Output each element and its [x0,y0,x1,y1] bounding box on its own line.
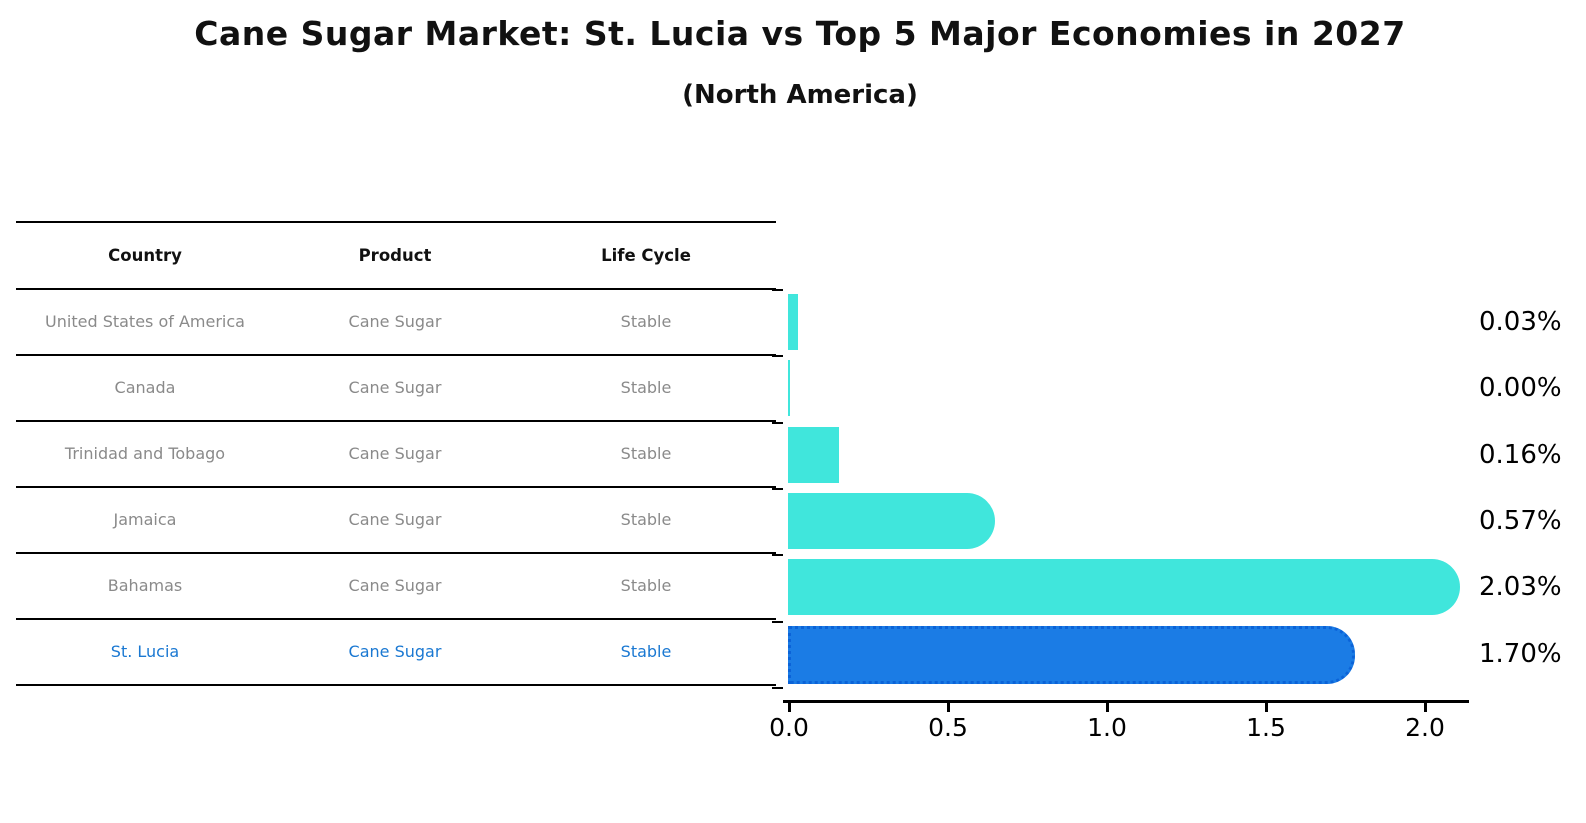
x-axis-tick [1105,703,1109,712]
y-axis-tick [772,421,783,424]
bar-united-states-of-america [788,294,798,350]
x-axis-tick [946,703,950,712]
table-row: Canada Cane Sugar Stable [16,356,776,422]
lifecycle-cell: Stable [620,378,672,397]
lifecycle-cell: Stable [620,312,672,331]
value-label: 0.03% [1479,307,1562,337]
bar-trinidad-and-tobago [788,426,839,483]
value-label: 1.70% [1479,638,1562,669]
y-axis-tick [772,355,783,358]
value-label: 0.00% [1479,373,1562,404]
table-row: Trinidad and Tobago Cane Sugar Stable [16,422,776,488]
chart-title: Cane Sugar Market: St. Lucia vs Top 5 Ma… [194,14,1406,53]
product-cell: Cane Sugar [348,576,442,595]
y-axis-tick [772,487,783,490]
product-cell: Cane Sugar [348,642,442,661]
lifecycle-cell: Stable [620,642,672,661]
country-table: Country Product Life Cycle United States… [16,221,776,686]
column-header-life-cycle: Life Cycle [601,245,691,265]
x-axis-line [783,700,1469,703]
x-axis-tick-label: 1.0 [1087,713,1127,742]
table-row: St. Lucia Cane Sugar Stable [16,620,776,686]
y-axis-tick [772,620,783,623]
x-axis-tick-label: 1.5 [1246,713,1286,742]
lifecycle-cell: Stable [620,576,672,595]
x-axis-tick [787,703,791,712]
y-axis-tick [772,686,783,689]
x-axis-tick-label: 0.0 [769,713,809,742]
chart-subtitle: (North America) [682,80,918,110]
column-header-product: Product [358,245,432,265]
x-axis-tick [1423,703,1427,712]
column-header-country: Country [108,245,182,265]
bar-jamaica [788,492,996,549]
product-cell: Cane Sugar [348,378,442,397]
bar-canada [788,360,790,417]
lifecycle-cell: Stable [620,510,672,529]
country-cell: Trinidad and Tobago [64,444,226,463]
x-axis-tick-label: 0.5 [928,713,968,742]
x-axis-tick [1264,703,1268,712]
table-header-row: Country Product Life Cycle [16,223,776,290]
country-cell: Bahamas [107,576,183,595]
bar-st-lucia [788,625,1355,684]
x-axis-tick-label: 2.0 [1405,713,1445,742]
table-row: Jamaica Cane Sugar Stable [16,488,776,554]
y-axis-tick [772,289,783,291]
product-cell: Cane Sugar [348,312,442,331]
country-cell: Canada [114,378,176,397]
value-label: 2.03% [1479,572,1562,603]
lifecycle-cell: Stable [620,444,672,463]
table-body: United States of America Cane Sugar Stab… [16,290,776,686]
product-cell: Cane Sugar [348,444,442,463]
table-row: Bahamas Cane Sugar Stable [16,554,776,620]
product-cell: Cane Sugar [348,510,442,529]
y-axis-tick [772,554,783,557]
value-label: 0.57% [1479,505,1562,536]
table-row: United States of America Cane Sugar Stab… [16,290,776,356]
value-label: 0.16% [1479,439,1562,470]
country-cell: United States of America [45,312,245,331]
bar-bahamas [788,559,1460,616]
country-cell: St. Lucia [110,642,180,661]
country-cell: Jamaica [113,510,177,529]
